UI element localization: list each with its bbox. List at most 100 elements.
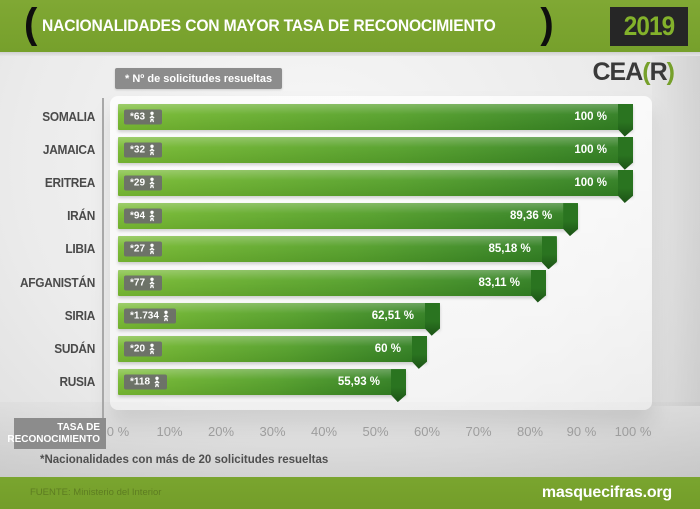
bar-track: *20 60 %	[118, 335, 633, 362]
bar-track: *118 55,93 %	[118, 369, 633, 396]
x-axis-title-line1: TASA DE	[57, 421, 100, 433]
count-badge: *77	[124, 275, 163, 291]
website-link[interactable]: masquecifras.org	[541, 484, 672, 501]
bar-track: *32 100 %	[118, 136, 633, 163]
x-tick: 90 %	[566, 424, 597, 439]
x-tick: 80%	[516, 424, 544, 439]
legend-chip: * Nº de solicitudes resueltas	[115, 68, 283, 89]
logo-paren-open: (	[642, 58, 650, 86]
bar-somalia: *63 100 %	[118, 103, 633, 130]
y-axis-line	[102, 98, 104, 448]
bar-value-label: 62,51 %	[371, 309, 414, 322]
bar-track: *27 85,18 %	[118, 236, 633, 263]
bar-value-label: 85,18 %	[488, 243, 531, 256]
count-value: *29	[130, 177, 146, 189]
count-badge: *20	[124, 341, 163, 357]
person-icon	[149, 177, 155, 189]
country-label: SUDÁN	[54, 341, 95, 356]
bar-value-label: 100 %	[574, 143, 607, 156]
x-tick: 60%	[413, 424, 441, 439]
country-label: IRÁN	[67, 209, 95, 224]
x-tick: 30%	[259, 424, 286, 439]
bar-value-label: 89,36 %	[510, 210, 553, 223]
count-value: *1.734	[130, 310, 159, 322]
page-title: NACIONALIDADES CON MAYOR TASA DE RECONOC…	[42, 16, 496, 35]
chart-row: SUDÁN *20 60 %	[0, 332, 700, 365]
chart-row: SOMALIA *63 100 %	[0, 100, 700, 133]
left-bracket-decoration: (	[24, 0, 38, 48]
country-label: SIRIA	[64, 308, 96, 323]
chart-row: SIRIA *1.734 62,51 %	[0, 299, 700, 332]
floor-shading	[0, 402, 700, 477]
x-tick: 100 %	[614, 424, 652, 439]
x-tick: 50%	[362, 424, 389, 439]
count-badge: *32	[124, 142, 163, 158]
count-value: *77	[130, 277, 146, 289]
bar-eritrea: *29 100 %	[118, 169, 633, 196]
header: ( NACIONALIDADES CON MAYOR TASA DE RECON…	[0, 0, 700, 52]
count-value: *32	[130, 144, 146, 156]
x-axis-ticks: 0 % 10% 20% 30% 40% 50% 60% 70% 80% 90 %…	[0, 424, 700, 444]
chart-row: JAMAICA *32 100 %	[0, 133, 700, 166]
count-value: *63	[130, 111, 146, 123]
country-label: SOMALIA	[42, 109, 95, 124]
bar-value-label: 100 %	[574, 176, 607, 189]
bar-rows: SOMALIA *63 100 % JAMAICA *32 100 % ERIT…	[0, 100, 700, 399]
person-icon	[154, 376, 160, 388]
x-tick: 20%	[207, 424, 235, 439]
bar-value-label: 83,11 %	[478, 276, 521, 289]
country-label: LIBIA	[65, 242, 95, 257]
chart-row: LIBIA *27 85,18 %	[0, 233, 700, 266]
chart-row: RUSIA *118 55,93 %	[0, 366, 700, 399]
bar-track: *77 83,11 %	[118, 269, 633, 296]
bar-value-label: 60 %	[374, 342, 401, 355]
person-icon	[149, 111, 155, 122]
header-divider	[0, 52, 700, 56]
logo-r: R	[649, 58, 668, 86]
count-badge: *118	[124, 374, 168, 390]
source-credit: FUENTE: Ministerio del Interior	[30, 487, 162, 498]
country-label: RUSIA	[59, 375, 95, 390]
wall-shading	[652, 56, 700, 406]
right-bracket-decoration: )	[540, 0, 554, 48]
country-label: ERITREA	[44, 175, 95, 190]
logo-paren-close: )	[666, 58, 675, 86]
year-badge: 2019	[609, 7, 688, 46]
bar-iran: *94 89,36 %	[118, 203, 579, 230]
bar-siria: *1.734 62,51 %	[118, 302, 440, 329]
footnote: *Nacionalidades con más de 20 solicitude…	[40, 454, 329, 466]
footer: FUENTE: Ministerio del Interior masqueci…	[0, 477, 700, 509]
bar-track: *1.734 62,51 %	[118, 302, 633, 329]
bar-value-label: 55,93 %	[337, 376, 381, 389]
person-icon	[149, 144, 155, 155]
x-tick: 40%	[310, 424, 338, 439]
country-label: AFGANISTÁN	[19, 275, 95, 290]
count-value: *20	[130, 343, 146, 355]
x-tick: 70%	[465, 424, 492, 439]
person-icon	[149, 210, 155, 222]
chart-row: ERITREA *29 100 %	[0, 166, 700, 199]
count-value: *27	[130, 243, 146, 255]
x-axis-title: TASA DE RECONOCIMIENTO	[7, 418, 106, 449]
person-icon	[149, 243, 155, 255]
bar-libia: *27 85,18 %	[118, 236, 557, 263]
x-axis-title-line2: RECONOCIMIENTO	[7, 433, 100, 445]
bar-sudan: *20 60 %	[118, 335, 427, 362]
bar-rusia: *118 55,93 %	[118, 369, 407, 396]
person-icon	[163, 310, 169, 321]
count-badge: *1.734	[124, 308, 176, 324]
bar-track: *63 100 %	[118, 103, 633, 130]
bar-value-label: 100 %	[574, 110, 607, 123]
count-value: *118	[130, 376, 151, 388]
logo-text: CEA	[592, 58, 643, 86]
bar-track: *94 89,36 %	[118, 203, 633, 230]
chart-row: AFGANISTÁN *77 83,11 %	[0, 266, 700, 299]
country-label: JAMAICA	[42, 142, 95, 157]
count-badge: *94	[124, 208, 163, 224]
x-tick: 10%	[156, 424, 183, 439]
bar-track: *29 100 %	[118, 169, 633, 196]
count-badge: *29	[124, 175, 163, 191]
person-icon	[149, 343, 155, 355]
count-badge: *27	[124, 241, 163, 257]
